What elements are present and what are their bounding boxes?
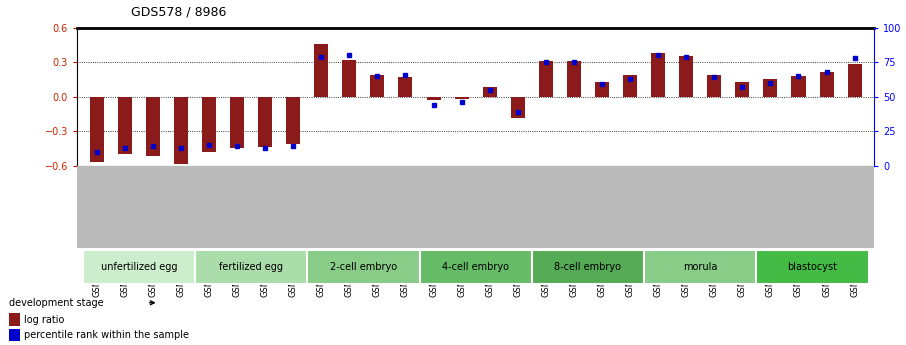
Bar <box>427 97 440 100</box>
Bar <box>230 97 244 148</box>
Bar <box>539 61 553 97</box>
Bar <box>174 97 188 165</box>
Bar <box>399 77 412 97</box>
Bar <box>764 79 777 97</box>
Bar <box>419 250 532 284</box>
Bar <box>680 56 693 97</box>
Text: blastocyst: blastocyst <box>787 262 837 272</box>
Bar <box>455 97 468 99</box>
Bar <box>623 75 637 97</box>
Text: 8-cell embryo: 8-cell embryo <box>554 262 622 272</box>
Bar <box>286 97 300 144</box>
Bar <box>195 250 307 284</box>
Bar <box>483 87 496 97</box>
Bar <box>644 250 757 284</box>
Bar <box>307 250 419 284</box>
Bar <box>342 60 356 97</box>
Bar <box>90 97 103 162</box>
Text: 2-cell embryo: 2-cell embryo <box>330 262 397 272</box>
Bar <box>258 97 272 147</box>
Bar <box>708 75 721 97</box>
Bar <box>371 75 384 97</box>
Text: unfertilized egg: unfertilized egg <box>101 262 177 272</box>
Bar <box>314 44 328 97</box>
Text: development stage: development stage <box>9 298 103 308</box>
Bar <box>82 250 195 284</box>
Text: 4-cell embryo: 4-cell embryo <box>442 262 509 272</box>
Text: percentile rank within the sample: percentile rank within the sample <box>24 330 189 340</box>
Text: fertilized egg: fertilized egg <box>219 262 283 272</box>
Bar <box>792 76 805 97</box>
Bar <box>820 72 834 97</box>
Bar <box>511 97 525 118</box>
Text: GDS578 / 8986: GDS578 / 8986 <box>131 6 226 19</box>
Text: morula: morula <box>683 262 718 272</box>
Bar <box>146 97 159 156</box>
Bar <box>202 97 216 152</box>
Bar <box>757 250 869 284</box>
Bar <box>651 53 665 97</box>
Bar <box>736 82 749 97</box>
Bar <box>118 97 131 154</box>
Bar <box>532 250 644 284</box>
Text: log ratio: log ratio <box>24 315 65 325</box>
Bar <box>848 65 862 97</box>
Bar <box>9 313 20 326</box>
Bar <box>9 328 20 342</box>
Bar <box>567 61 581 97</box>
Bar <box>595 82 609 97</box>
